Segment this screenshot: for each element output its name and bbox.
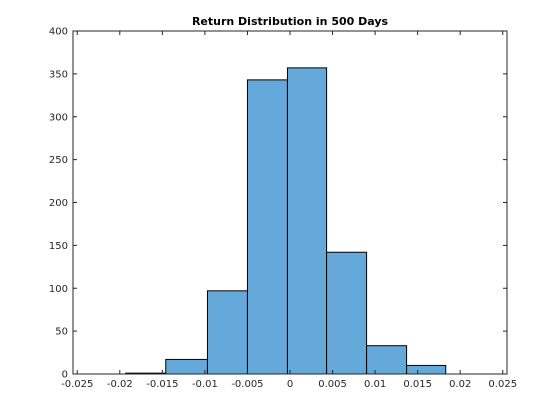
y-tick-label: 250 xyxy=(49,155,68,166)
x-tick-label: 0.02 xyxy=(449,379,471,390)
y-tick-label: 150 xyxy=(49,241,68,252)
x-tick-label: -0.005 xyxy=(231,379,263,390)
y-tick-label: 0 xyxy=(62,370,68,381)
x-tick-label: -0.015 xyxy=(146,379,178,390)
x-tick-label: -0.01 xyxy=(192,379,218,390)
histogram-bar-3 xyxy=(246,79,288,375)
x-tick-label: 0.015 xyxy=(403,379,432,390)
histogram-bar-2 xyxy=(206,290,248,375)
bars-layer xyxy=(125,67,447,375)
histogram-bar-7 xyxy=(406,364,447,375)
histogram-bar-6 xyxy=(366,345,408,375)
histogram-bar-1 xyxy=(165,358,208,375)
x-tick-label: 0 xyxy=(287,379,293,390)
y-tick-label: 200 xyxy=(49,198,68,209)
y-tick-label: 50 xyxy=(55,327,68,338)
y-tick-label: 400 xyxy=(49,27,68,38)
x-tick-label: -0.025 xyxy=(61,379,93,390)
ticks-layer: -0.025 -0.02 -0.015 -0.01 -0.005 0 0.005 0.01 0.… xyxy=(49,27,517,391)
histogram-bar-5 xyxy=(326,251,368,375)
x-tick-label: 0.025 xyxy=(488,379,517,390)
y-tick-label: 350 xyxy=(49,69,68,80)
y-tick-label: 100 xyxy=(49,284,68,295)
histogram-bar-4 xyxy=(286,67,328,375)
x-tick-label: 0.01 xyxy=(364,379,386,390)
y-tick-label: 300 xyxy=(49,112,68,123)
x-tick-label: 0.005 xyxy=(318,379,347,390)
x-tick-label: -0.02 xyxy=(107,379,133,390)
chart-title: Return Distribution in 500 Days xyxy=(192,15,389,28)
